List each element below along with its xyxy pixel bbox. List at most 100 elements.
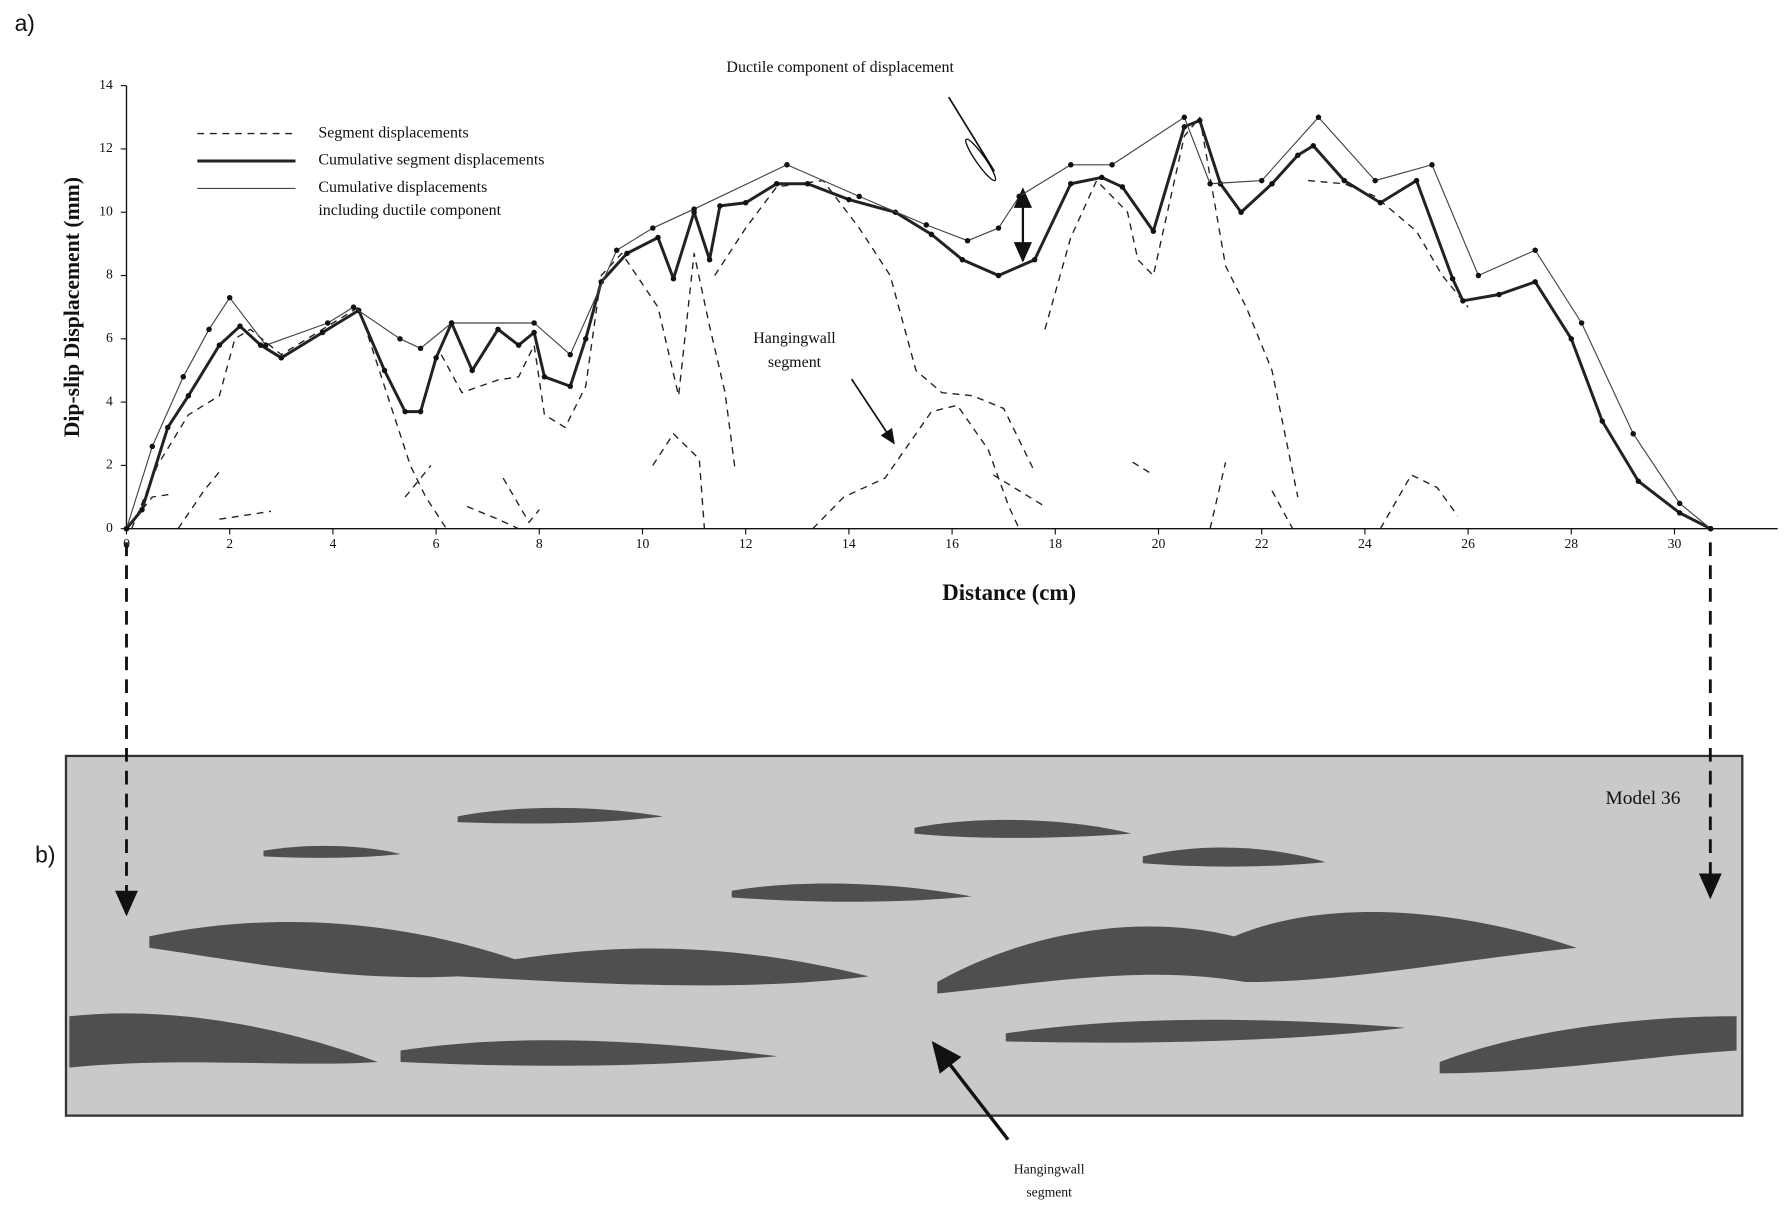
y-tick-label: 14 [99, 77, 113, 92]
data-point [226, 294, 233, 301]
data-point [515, 342, 522, 348]
data-point [1475, 272, 1482, 279]
data-point [1217, 181, 1224, 187]
data-point [1181, 124, 1188, 130]
x-tick-label: 20 [1152, 536, 1166, 551]
data-point [1630, 431, 1636, 437]
data-point [567, 383, 573, 390]
annotation: Hangingwall [753, 330, 836, 347]
data-point [613, 247, 620, 253]
data-point [1496, 291, 1502, 298]
x-tick-label: 8 [536, 536, 543, 551]
data-point [1676, 500, 1683, 507]
data-point [928, 231, 935, 238]
data-point [1377, 199, 1384, 206]
data-point [1315, 114, 1322, 121]
data-point [1295, 152, 1301, 159]
photo [64, 754, 1744, 1117]
data-point [1109, 162, 1115, 168]
legend-label: Cumulative segment displacements [318, 152, 544, 169]
x-tick-label: 14 [842, 536, 856, 551]
data-point [469, 367, 475, 374]
data-point [149, 443, 156, 450]
data-point [1460, 298, 1466, 304]
panel-label: b) [35, 841, 55, 867]
data-point [165, 424, 171, 431]
data-point [1258, 177, 1265, 184]
data-point [773, 181, 780, 187]
photo-annotation: Hangingwall [1014, 1162, 1085, 1177]
legend-label: including ductile component [318, 202, 501, 219]
data-point [1068, 181, 1074, 187]
data-point [495, 326, 501, 333]
x-axis-label: Distance (cm) [942, 580, 1076, 605]
x-tick-label: 4 [329, 536, 336, 551]
data-point [185, 393, 192, 399]
x-tick-label: 30 [1668, 536, 1682, 551]
legend-label: Cumulative displacements [318, 179, 487, 196]
data-point [139, 506, 145, 513]
data-point [123, 525, 130, 532]
data-point [670, 275, 677, 282]
x-tick-label: 0 [123, 536, 130, 551]
data-point [1372, 177, 1378, 184]
y-tick-label: 2 [106, 457, 113, 472]
x-tick-label: 2 [226, 536, 233, 551]
x-tick-label: 12 [739, 536, 753, 551]
x-tick-label: 24 [1358, 536, 1372, 551]
data-point [206, 326, 212, 333]
data-point [1413, 177, 1420, 184]
data-point [1635, 478, 1642, 484]
data-point [1532, 279, 1538, 285]
x-tick-label: 18 [1048, 536, 1062, 551]
x-tick-label: 28 [1564, 536, 1578, 551]
data-point [1119, 184, 1126, 190]
x-tick-label: 22 [1255, 536, 1269, 551]
y-tick-label: 12 [99, 140, 113, 155]
data-point [846, 196, 852, 203]
annotation-arrow [850, 378, 895, 445]
y-tick-label: 4 [106, 393, 113, 408]
data-point [784, 162, 790, 168]
data-point [324, 320, 331, 326]
data-point [1197, 117, 1203, 124]
data-point [717, 203, 723, 209]
data-point [180, 374, 186, 380]
data-point [531, 320, 537, 326]
data-point [381, 367, 388, 374]
data-point [417, 345, 424, 352]
data-point [1676, 510, 1683, 516]
series-line [125, 116, 1469, 530]
y-tick-label: 10 [99, 203, 113, 218]
data-point [923, 222, 930, 228]
legend-label: Segment displacements [318, 124, 468, 141]
data-point [397, 336, 403, 342]
data-point [582, 336, 589, 342]
x-tick-label: 10 [636, 536, 650, 551]
data-point [1098, 174, 1105, 181]
data-point [1310, 143, 1317, 149]
data-point [706, 256, 713, 263]
model-label: Model 36 [1605, 788, 1680, 809]
data-point [417, 408, 424, 415]
data-point [964, 237, 971, 244]
data-point [263, 342, 269, 348]
y-tick-label: 8 [106, 267, 113, 282]
x-tick-label: 26 [1461, 536, 1475, 551]
y-tick-label: 6 [106, 330, 113, 345]
data-point [995, 225, 1002, 231]
data-point [1341, 177, 1347, 184]
annotation: Ductile component of displacement [726, 59, 954, 76]
panel-label: a) [15, 10, 35, 36]
data-point [1568, 336, 1575, 342]
data-point [1532, 247, 1538, 253]
data-point [402, 408, 408, 415]
series-line [125, 116, 1711, 530]
data-point [350, 304, 357, 310]
data-point [257, 342, 264, 348]
data-point [319, 329, 326, 336]
data-point [1031, 256, 1038, 263]
data-point [742, 199, 749, 206]
data-point [448, 320, 455, 326]
